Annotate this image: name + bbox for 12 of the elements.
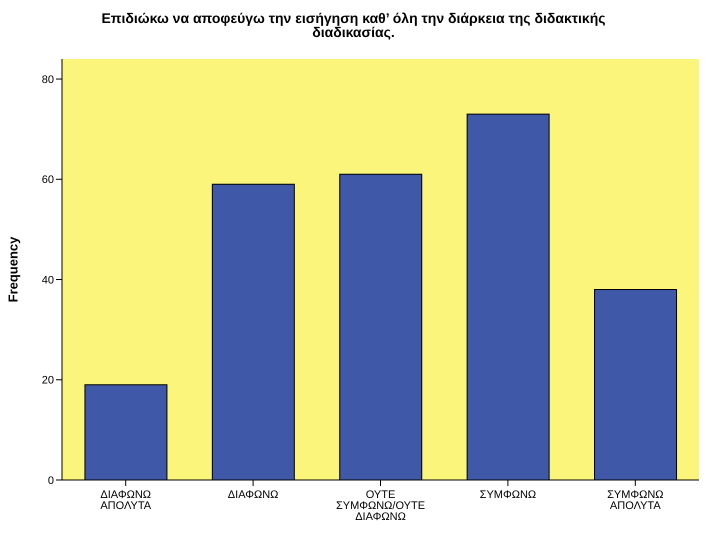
x-tick-label: ΣΥΜΦΩΝΩ [480, 489, 536, 501]
chart-title: Επιδιώκω να αποφεύγω την εισήγηση καθ’ όλη την διάρκεια της διδακτικής διαδικασίας. [100, 9, 607, 42]
y-tick-label: 0 [48, 474, 54, 487]
x-tick-label: ΔΙΑΦΩΝΩ ΑΠΟΛΥΤΑ [100, 489, 152, 512]
x-tick-label: ΟΥΤΕ ΣΥΜΦΩΝΩ/ΟΥΤΕ ΔΙΑΦΩΝΩ [336, 489, 426, 523]
y-tick-label: 60 [42, 174, 54, 186]
x-tick-label: ΔΙΑΦΩΝΩ [228, 489, 278, 501]
y-tick-label: 80 [42, 74, 54, 86]
y-tick-label: 40 [42, 274, 54, 286]
y-tick-label: 20 [42, 374, 54, 387]
x-tick-label: ΣΥΜΦΩΝΩ ΑΠΟΛΥΤΑ [607, 489, 664, 512]
y-axis-title: Frequency [6, 236, 21, 302]
